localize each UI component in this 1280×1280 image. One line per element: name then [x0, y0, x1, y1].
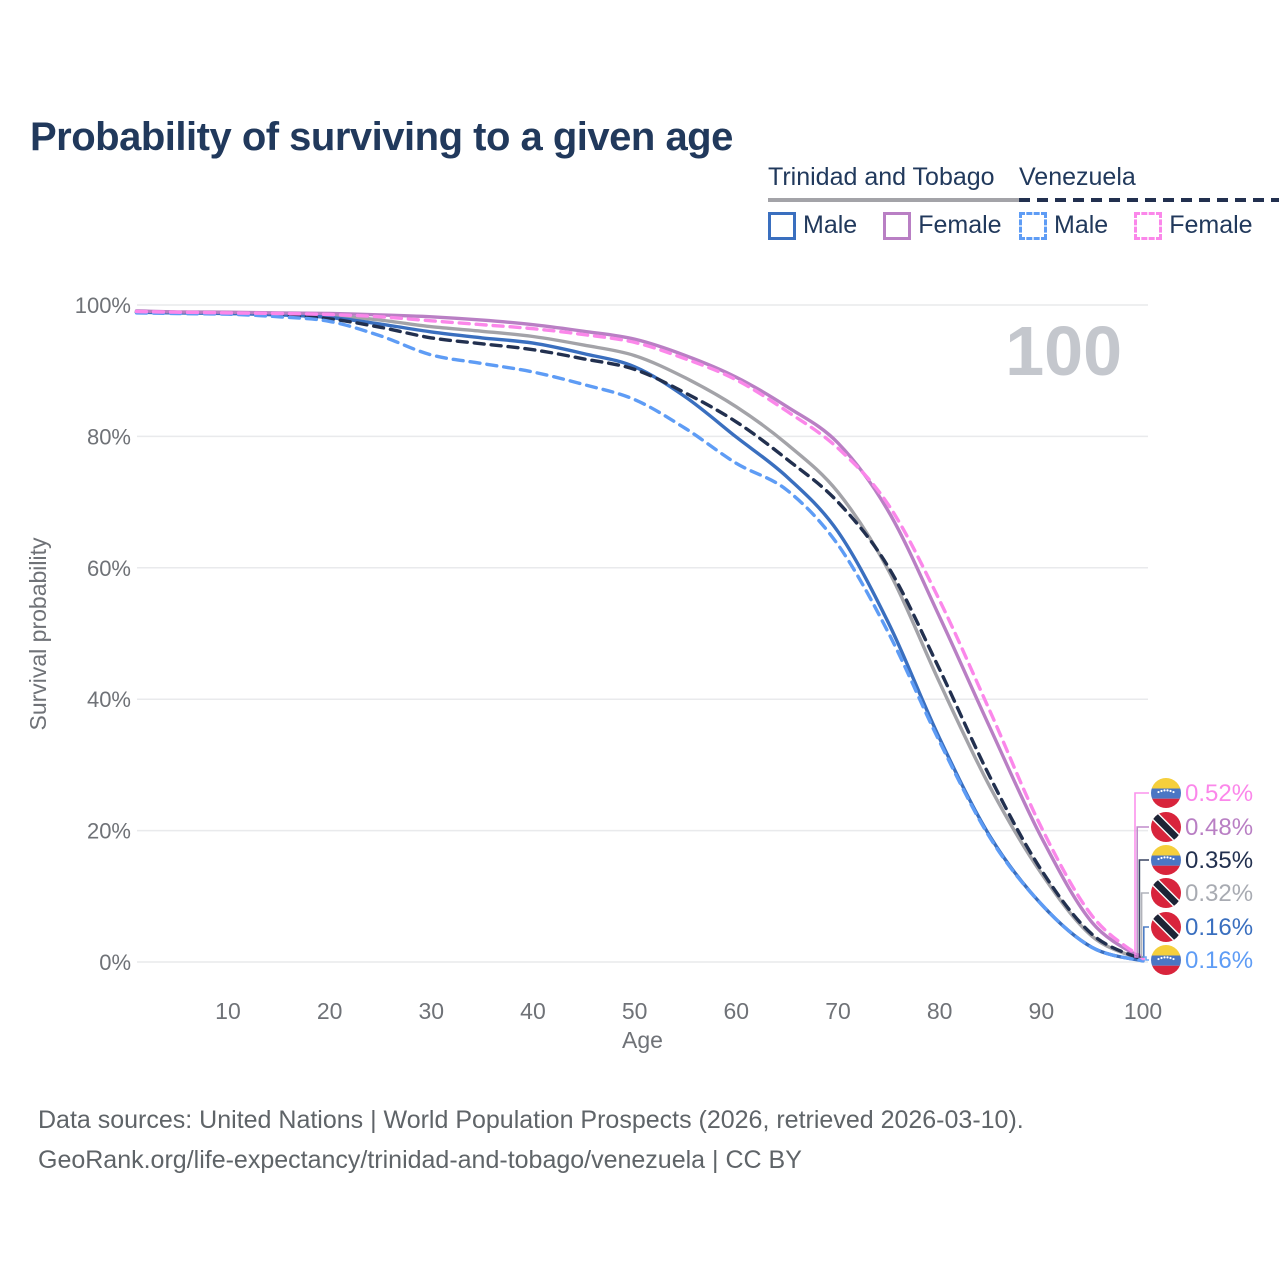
flag-icon-tt-1 [1151, 812, 1181, 842]
legend-underline-solid [768, 198, 1028, 202]
x-tick-label-100: 100 [1124, 998, 1162, 1024]
end-label-value-4: 0.16% [1185, 914, 1253, 941]
y-tick-label-0: 0% [99, 950, 131, 975]
x-tick-label-90: 90 [1029, 998, 1055, 1024]
legend-label-tt-female: Female [918, 211, 1002, 239]
legend-swatch-ve-male [1019, 211, 1047, 240]
end-label-value-1: 0.48% [1185, 814, 1253, 841]
legend-group-title-venezuela: Venezuela [1019, 163, 1136, 191]
legend-label-ve-male: Male [1054, 211, 1109, 239]
x-tick-label-80: 80 [927, 998, 953, 1024]
x-tick-label-20: 20 [317, 998, 343, 1024]
chart-legend: Trinidad and Tobago Male Female Venezuel… [0, 163, 1280, 243]
x-tick-label-40: 40 [520, 998, 546, 1024]
end-label-connector-4 [1143, 926, 1149, 958]
legend-swatch-tt-female [883, 211, 912, 240]
legend-label-ve-female: Female [1169, 211, 1253, 239]
end-label-value-0: 0.52% [1185, 780, 1253, 807]
flag-icon-ve-0 [1151, 778, 1181, 808]
x-tick-label-30: 30 [419, 998, 445, 1024]
x-tick-label-50: 50 [622, 998, 648, 1024]
y-tick-label-40: 40% [87, 687, 131, 712]
legend-label-tt-male: Male [803, 211, 858, 239]
legend-swatch-ve-female [1134, 211, 1163, 240]
end-label-value-3: 0.32% [1185, 880, 1253, 907]
end-label-value-5: 0.16% [1185, 947, 1253, 974]
flag-icon-tt-3 [1151, 878, 1181, 908]
legend-item-ve-female[interactable]: Female [1134, 211, 1253, 240]
line-trinidad-and-tobago-male[interactable] [134, 310, 1145, 963]
flag-icon-ve-2 [1151, 845, 1181, 875]
legend-underline-dashed [1019, 198, 1279, 202]
footer-data-sources: Data sources: United Nations | World Pop… [38, 1106, 1024, 1134]
x-axis-title: Age [622, 1027, 663, 1053]
line-trinidad-and-tobago-female[interactable] [134, 309, 1145, 961]
legend-swatch-tt-male [768, 211, 796, 240]
legend-item-tt-male[interactable]: Male [768, 211, 857, 240]
footer-attribution-link: GeoRank.org/life-expectancy/trinidad-and… [38, 1146, 802, 1174]
end-label-connector-0 [1134, 792, 1149, 958]
hover-age-watermark: 100 [1005, 312, 1122, 390]
end-label-connector-3 [1140, 892, 1149, 958]
page-title: Probability of surviving to a given age [30, 114, 733, 159]
end-label-connector-2 [1138, 859, 1149, 958]
flag-icon-ve-5 [1151, 945, 1181, 975]
flag-icon-tt-4 [1151, 912, 1181, 942]
y-axis-title: Survival probability [25, 537, 51, 731]
y-tick-label-100: 100% [75, 293, 131, 318]
line-trinidad-and-tobago-both[interactable] [134, 309, 1145, 962]
y-tick-label-60: 60% [87, 556, 131, 581]
y-tick-label-20: 20% [87, 819, 131, 844]
x-tick-label-70: 70 [825, 998, 851, 1024]
x-tick-label-10: 10 [215, 998, 241, 1024]
line-venezuela-both[interactable] [134, 310, 1145, 962]
end-label-connector-1 [1136, 826, 1149, 958]
legend-group-title-trinidad-and-tobago: Trinidad and Tobago [768, 163, 995, 191]
y-tick-label-80: 80% [87, 424, 131, 449]
line-venezuela-female[interactable] [134, 309, 1145, 961]
end-label-connector-5 [1143, 956, 1149, 961]
legend-group-venezuela: Venezuela Male Female [1019, 163, 1279, 240]
legend-item-ve-male[interactable]: Male [1019, 211, 1108, 240]
x-tick-label-60: 60 [724, 998, 750, 1024]
legend-item-tt-female[interactable]: Female [883, 211, 1002, 240]
end-label-value-2: 0.35% [1185, 847, 1253, 874]
legend-group-trinidad-and-tobago: Trinidad and Tobago Male Female [768, 163, 1028, 240]
line-venezuela-male[interactable] [134, 311, 1145, 963]
